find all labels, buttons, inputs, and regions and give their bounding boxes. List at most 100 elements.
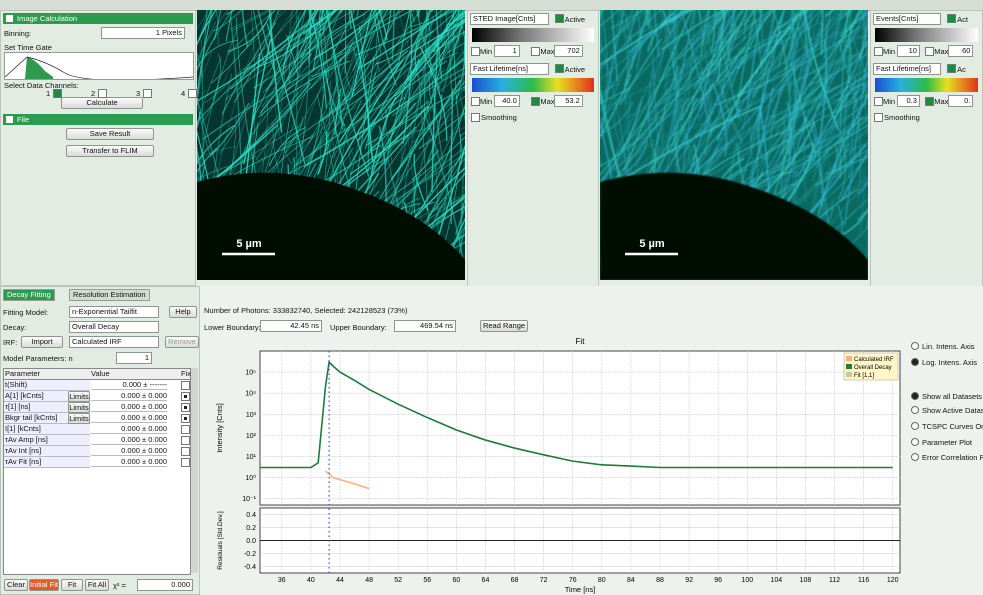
lifetime-colorbar [472,78,594,92]
intensity-colorbar [472,28,594,42]
radio-button[interactable] [911,438,919,446]
active-checkbox[interactable] [947,14,957,23]
fiber [789,39,792,94]
max-checkbox[interactable] [925,97,935,106]
parameter-value[interactable]: 0.000 ± 0.000 [91,424,167,434]
parameter-value[interactable]: 0.000 ± 0.000 [91,457,167,467]
fix-checkbox[interactable] [181,392,190,401]
fiber [743,10,755,27]
fix-checkbox[interactable] [181,381,190,390]
limits-button[interactable]: Limits [68,413,90,424]
max-checkbox[interactable] [531,47,541,56]
fix-checkbox[interactable] [181,414,190,423]
min-checkbox[interactable] [874,47,883,56]
max-field[interactable]: 0. [948,95,974,107]
active-checkbox[interactable] [554,14,564,23]
fiber [660,10,691,167]
radio-button[interactable] [911,392,919,400]
tab[interactable]: Decay Fitting [3,289,55,301]
limits-button[interactable]: Limits [68,402,90,413]
min-checkbox[interactable] [471,47,480,56]
parameter-value[interactable]: 0.000 ± 0.000 [91,402,167,412]
intensity-select[interactable]: Events[Cnts] [873,13,942,25]
upper-boundary-field[interactable]: 469.54 ns [394,320,456,332]
fix-checkbox[interactable] [181,458,190,467]
radio-button[interactable] [911,422,919,430]
fiber [846,61,868,114]
min-field[interactable]: 40.0 [494,95,520,107]
parameter-value[interactable]: 0.000 ± 0.000 [91,413,167,423]
y-tick-label: 0.0 [246,538,256,545]
import-button[interactable]: Import [21,336,63,348]
channel-checkbox[interactable] [188,89,197,98]
label: Max [934,47,949,56]
section-header[interactable]: File [3,114,193,125]
tab[interactable]: Resolution Estimation [69,289,150,301]
binning-field[interactable]: 1 Pixels [101,27,185,39]
transfer-button[interactable]: Transfer to FLIM [66,145,154,157]
min-field[interactable]: 10 [897,45,920,57]
fiber [459,13,465,45]
section-header[interactable]: Image Calculation [3,13,193,24]
lower-boundary-field[interactable]: 42.45 ns [260,320,322,332]
smoothing-checkbox[interactable] [874,113,883,122]
n-field[interactable]: 1 [116,352,152,364]
min-checkbox[interactable] [471,97,480,106]
fiber [778,10,809,29]
fit-button[interactable]: Fit [61,579,83,591]
max-checkbox[interactable] [531,97,541,106]
fiber [360,100,430,160]
fiber [738,10,839,145]
active-checkbox[interactable] [554,64,564,73]
min-field[interactable]: 0.3 [897,95,920,107]
parameter-value[interactable]: 0.000 ± 0.000 [91,391,167,401]
calculate-button[interactable]: Calculate [61,97,143,109]
radio-button[interactable] [911,453,919,461]
scrollbar[interactable] [191,368,198,573]
active-checkbox[interactable] [947,64,957,73]
remove-button[interactable]: Remove [165,336,199,348]
radio-button[interactable] [911,406,919,414]
limits-button[interactable]: Limits [68,391,90,402]
max-field[interactable]: 53.2 [554,95,583,107]
help-button[interactable]: Help [169,306,197,318]
intensity-select[interactable]: STED Image[Cnts] [470,13,549,25]
decay-select[interactable]: Overall Decay [69,321,159,333]
radio-button[interactable] [911,342,919,350]
initial-fit-button[interactable]: Initial Fit [29,579,59,591]
fix-checkbox[interactable] [181,425,190,434]
fix-checkbox[interactable] [181,436,190,445]
fiber [358,10,451,70]
fiber [653,10,682,80]
min-field[interactable]: 1 [494,45,520,57]
fiber [693,10,744,90]
save-button[interactable]: Save Result [66,128,154,140]
channel-checkbox[interactable] [143,89,152,98]
parameter-value[interactable]: 0.000 ± ------- [91,380,167,390]
smoothing-checkbox[interactable] [471,113,480,122]
radio-button[interactable] [911,358,919,366]
clear-button[interactable]: Clear [4,579,28,591]
irf-select[interactable]: Calculated IRF [69,336,159,348]
model-select[interactable]: n-Exponential Tailfit [69,306,159,318]
chart-title: Fit [576,337,586,346]
fix-checkbox[interactable] [181,447,190,456]
max-field[interactable]: 60 [948,45,974,57]
fiber [798,116,859,149]
max-field[interactable]: 702 [554,45,583,57]
parameter-value[interactable]: 0.000 ± 0.000 [91,435,167,445]
max-checkbox[interactable] [925,47,935,56]
channel-checkbox[interactable] [53,89,62,98]
fiber [332,20,367,96]
time-gate-histogram[interactable] [4,52,194,81]
channel-checkbox[interactable] [98,89,107,98]
lifetime-select[interactable]: Fast Lifetime[ns] [470,63,549,75]
fix-checkbox[interactable] [181,403,190,412]
parameter-value[interactable]: 0.000 ± 0.000 [91,446,167,456]
min-checkbox[interactable] [874,97,883,106]
read-range-button[interactable]: Read Range [480,320,528,332]
lifetime-select[interactable]: Fast Lifetime[ns] [873,63,942,75]
fit-all-button[interactable]: Fit All [85,579,109,591]
fiber [426,110,465,133]
channel-label: 2 [91,89,96,98]
